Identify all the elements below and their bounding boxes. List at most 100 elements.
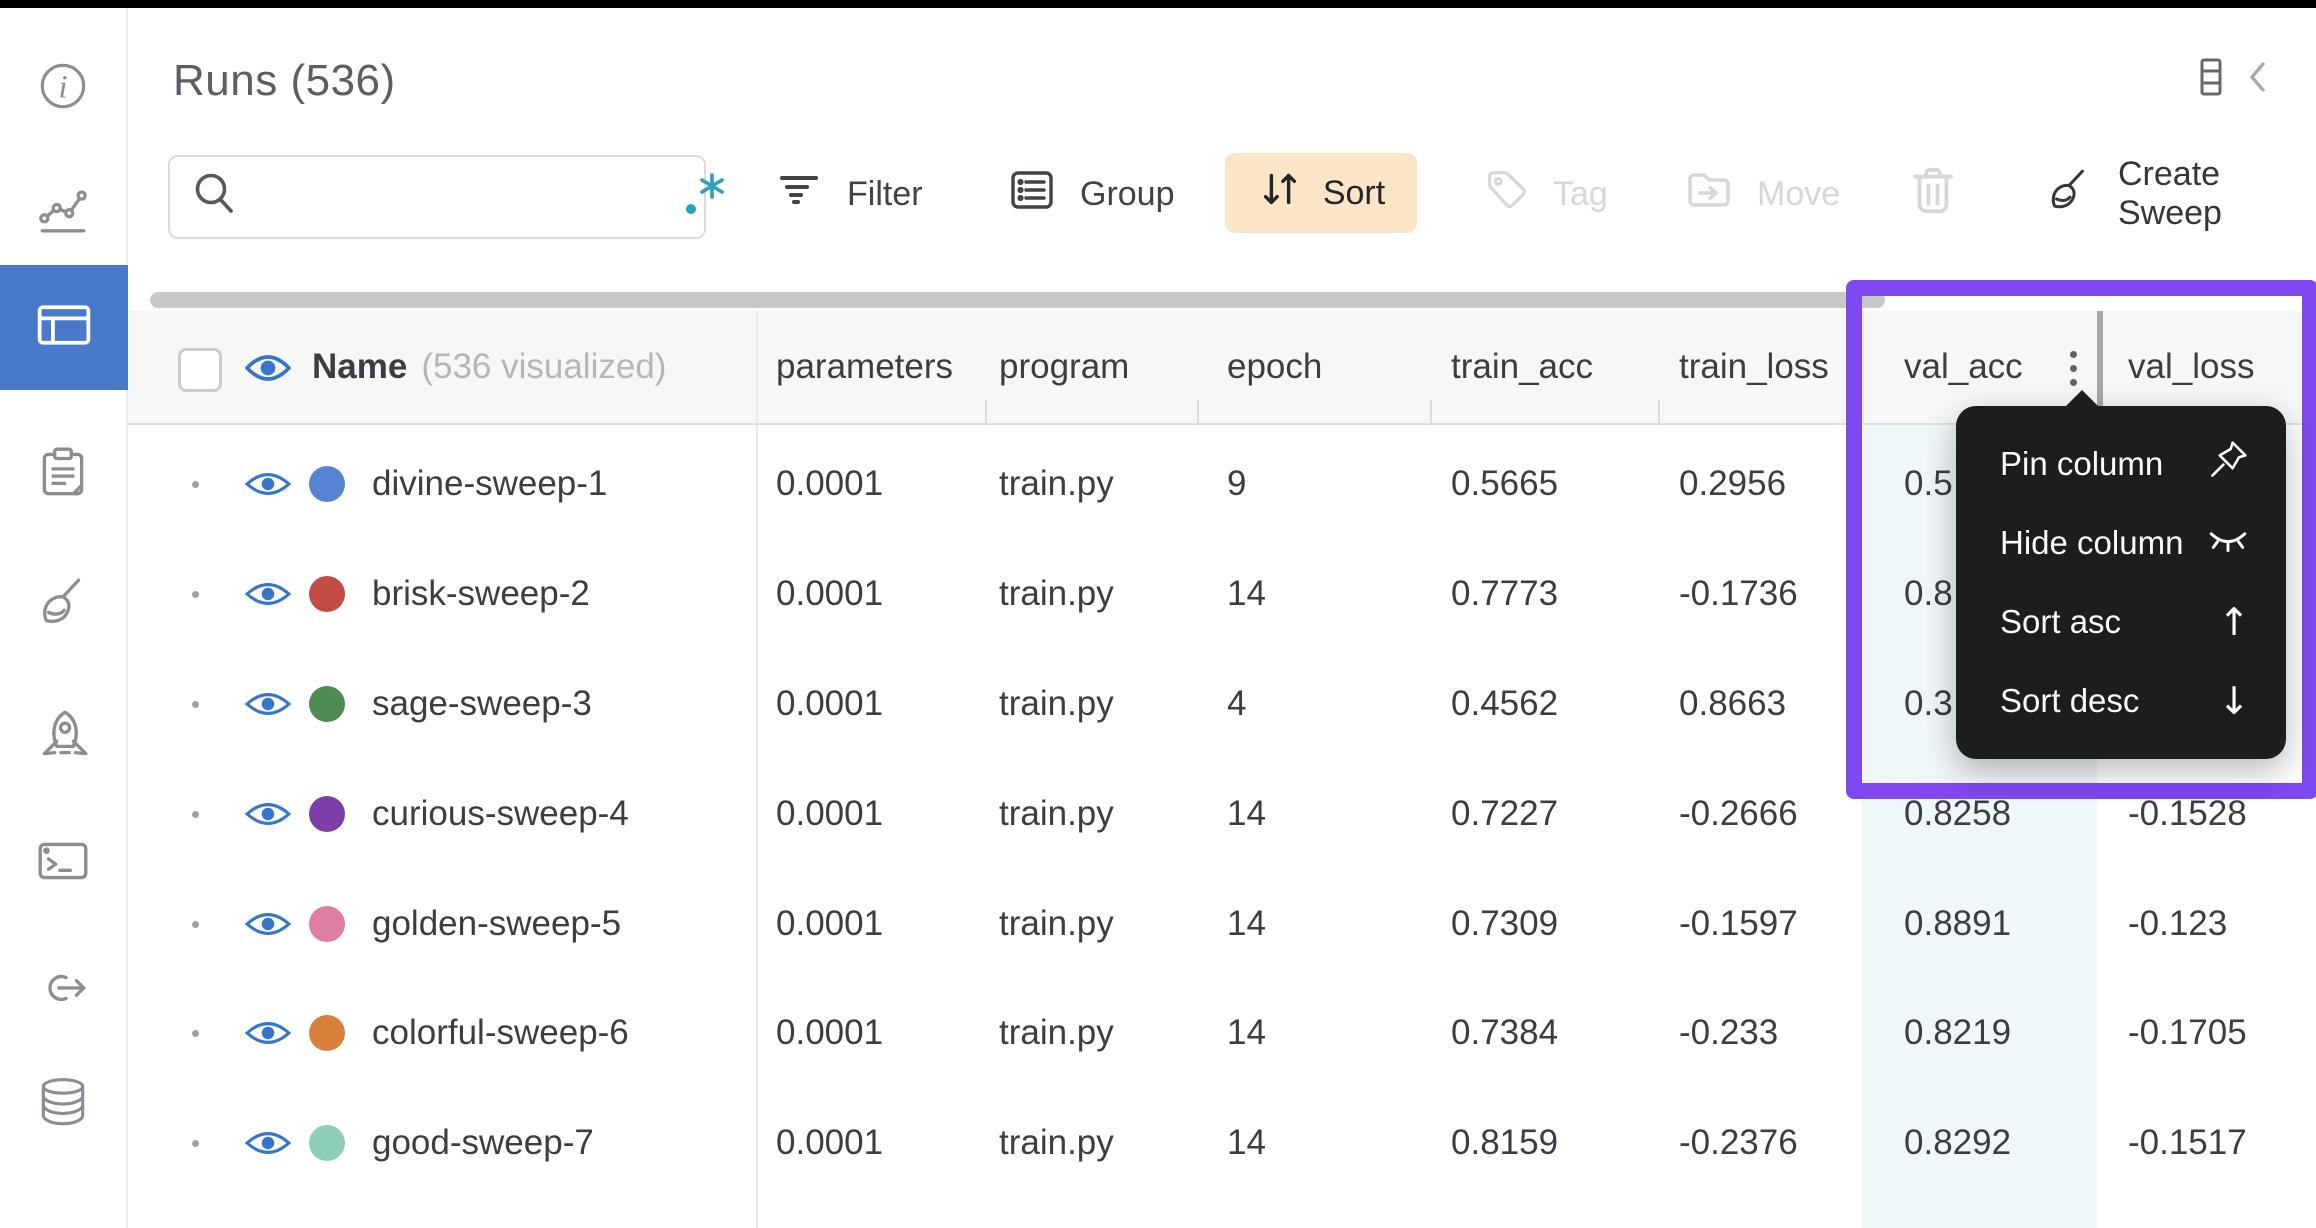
sweep-broom-icon [2044, 165, 2094, 224]
run-visibility-eye-icon[interactable] [244, 470, 292, 503]
cell-train-loss: -0.233 [1679, 1013, 1779, 1052]
arrow-up-icon: ↑ [2218, 599, 2250, 644]
link-arrow-icon [34, 960, 92, 1018]
drag-handle-dot [192, 481, 199, 488]
run-color-dot [309, 466, 345, 502]
create-sweep-button[interactable]: Create Sweep [2044, 153, 2316, 235]
sidebar-item-launch[interactable] [0, 687, 126, 783]
cell-train-acc: 0.8159 [1451, 1123, 1559, 1162]
run-visibility-eye-icon[interactable] [244, 910, 292, 943]
run-visibility-eye-icon[interactable] [244, 580, 292, 613]
run-name-link[interactable]: sage-sweep-3 [372, 684, 592, 723]
menu-item-sort-asc[interactable]: Sort asc ↑ [1956, 582, 2286, 661]
menu-item-pin-column[interactable]: Pin column [1956, 424, 2286, 503]
header-column-tick [1197, 400, 1199, 425]
runs-search-box[interactable] [168, 155, 724, 239]
info-icon: i [34, 57, 92, 115]
table-row[interactable]: divine-sweep-1 0.0001 train.py 9 0.5665 … [128, 429, 2316, 539]
run-visibility-eye-icon[interactable] [244, 800, 292, 833]
column-header-epoch[interactable]: epoch [1227, 347, 1323, 386]
move-label: Move [1757, 174, 1841, 213]
run-name-link[interactable]: good-sweep-7 [372, 1123, 594, 1162]
table-row[interactable]: colorful-sweep-6 0.0001 train.py 14 0.73… [128, 978, 2316, 1088]
menu-item-label: Sort desc [2000, 681, 2140, 719]
column-header-val-loss[interactable]: val_loss [2128, 347, 2255, 386]
sort-button[interactable]: Sort [1225, 153, 1417, 233]
val-acc-val-loss-resize-divider[interactable] [2097, 311, 2103, 425]
move-button[interactable]: Move [1685, 153, 1840, 235]
filter-button[interactable]: Filter [775, 153, 923, 235]
cell-epoch: 9 [1227, 464, 1247, 503]
menu-item-sort-desc[interactable]: Sort desc ↓ [1956, 661, 2286, 740]
menu-item-label: Hide column [2000, 523, 2184, 561]
run-name-link[interactable]: golden-sweep-5 [372, 904, 622, 943]
cell-train-loss: 0.2956 [1679, 464, 1787, 503]
table-row[interactable]: good-sweep-7 0.0001 train.py 14 0.8159 -… [128, 1088, 2316, 1198]
sidebar-item-logs[interactable] [0, 425, 126, 521]
arrow-down-icon: ↓ [2218, 678, 2250, 723]
sidebar-item-terminal[interactable] [0, 813, 126, 909]
select-all-checkbox[interactable] [178, 348, 222, 392]
search-input[interactable] [250, 177, 679, 217]
sidebar-item-automations[interactable] [0, 941, 126, 1037]
table-row[interactable]: sage-sweep-3 0.0001 train.py 4 0.4562 0.… [128, 649, 2316, 759]
cell-val-acc: 0.8292 [1904, 1123, 2012, 1162]
menu-item-hide-column[interactable]: Hide column [1956, 503, 2286, 582]
column-settings-icon[interactable] [2200, 58, 2222, 101]
drag-handle-dot [192, 701, 199, 708]
table-row[interactable]: curious-sweep-4 0.0001 train.py 14 0.722… [128, 759, 2316, 869]
run-name-link[interactable]: colorful-sweep-6 [372, 1013, 629, 1052]
visibility-all-eye-icon[interactable] [244, 345, 292, 396]
delete-button[interactable] [1906, 162, 1960, 223]
filter-icon [775, 166, 823, 223]
column-header-name[interactable]: Name (536 visualized) [312, 347, 667, 386]
sidebar-item-sweeps[interactable] [0, 554, 126, 650]
group-button[interactable]: Group [1008, 153, 1175, 235]
visualized-count-note: (536 visualized) [421, 347, 667, 386]
tag-button[interactable]: Tag [1483, 153, 1608, 235]
cell-val-acc: 0.8891 [1904, 904, 2012, 943]
run-visibility-eye-icon[interactable] [244, 1129, 292, 1162]
sidebar-item-artifacts[interactable] [0, 1054, 126, 1150]
sidebar-item-overview[interactable]: i [0, 38, 126, 134]
table-row[interactable]: brisk-sweep-2 0.0001 train.py 14 0.7773 … [128, 539, 2316, 649]
run-visibility-eye-icon[interactable] [244, 690, 292, 723]
column-header-train-loss[interactable]: train_loss [1679, 347, 1829, 386]
terminal-icon [34, 832, 92, 890]
regex-toggle-icon[interactable] [679, 167, 727, 228]
column-header-program[interactable]: program [999, 347, 1130, 386]
cell-val-loss: -0.1517 [2128, 1123, 2247, 1162]
collapse-chevron-icon[interactable] [2248, 61, 2266, 98]
table-header: Name (536 visualized) parameters program … [128, 311, 2316, 425]
line-chart-icon [34, 179, 92, 237]
run-visibility-eye-icon[interactable] [244, 1019, 292, 1052]
move-folder-icon [1685, 166, 1733, 223]
cell-val-acc: 0.8219 [1904, 1013, 2012, 1052]
create-sweep-label: Create Sweep [2118, 155, 2222, 232]
cell-program: train.py [999, 574, 1114, 613]
run-color-dot [309, 576, 345, 612]
column-header-train-acc[interactable]: train_acc [1451, 347, 1594, 386]
run-name-link[interactable]: curious-sweep-4 [372, 794, 629, 833]
broom-icon [34, 573, 92, 631]
val-acc-left-divider [1862, 311, 1864, 425]
cell-train-loss: -0.2666 [1679, 794, 1798, 833]
name-column-divider [756, 311, 758, 1228]
run-name-link[interactable]: brisk-sweep-2 [372, 574, 590, 613]
cell-epoch: 14 [1227, 794, 1266, 833]
table-row[interactable]: golden-sweep-5 0.0001 train.py 14 0.7309… [128, 869, 2316, 979]
cell-parameters: 0.0001 [776, 464, 884, 503]
group-icon [1008, 166, 1056, 223]
cell-val-acc: 0.5 [1904, 464, 1953, 503]
run-name-link[interactable]: divine-sweep-1 [372, 464, 608, 503]
column-header-val-acc[interactable]: val_acc [1904, 347, 2023, 386]
val-acc-kebab-menu-icon[interactable] [2065, 340, 2081, 396]
sidebar-item-charts[interactable] [0, 160, 126, 256]
cell-parameters: 0.0001 [776, 904, 884, 943]
trash-icon [1906, 167, 1960, 222]
header-column-tick [1658, 400, 1660, 425]
cell-parameters: 0.0001 [776, 1123, 884, 1162]
sidebar-item-runs-table-active[interactable] [0, 265, 128, 390]
horizontal-scrollbar-thumb[interactable] [150, 292, 1885, 308]
column-header-parameters[interactable]: parameters [776, 347, 954, 386]
